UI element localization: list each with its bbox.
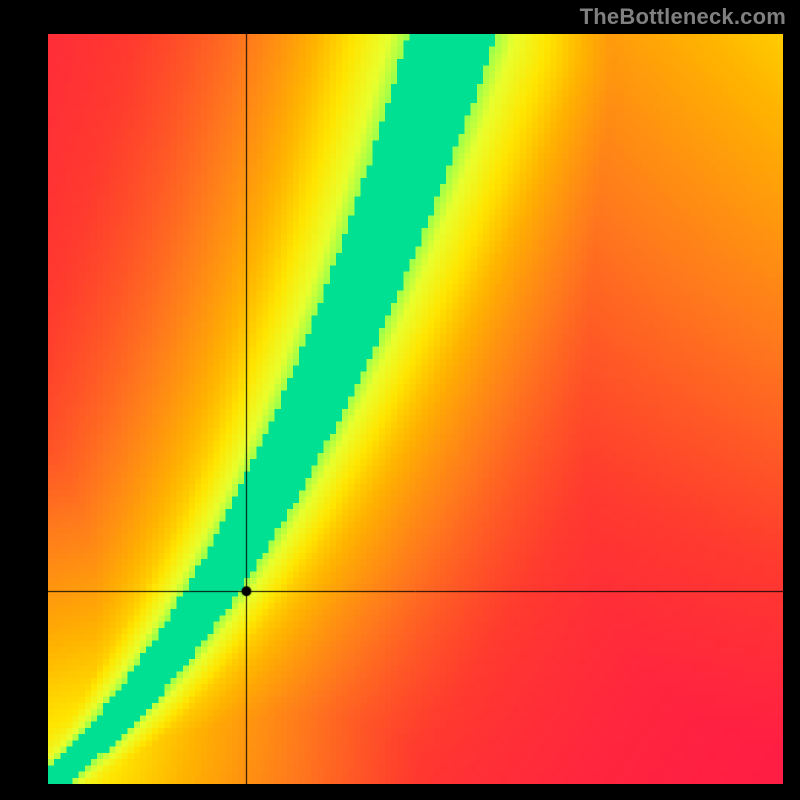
- chart-container: TheBottleneck.com: [0, 0, 800, 800]
- heatmap-canvas: [48, 34, 783, 784]
- watermark-text: TheBottleneck.com: [580, 4, 786, 30]
